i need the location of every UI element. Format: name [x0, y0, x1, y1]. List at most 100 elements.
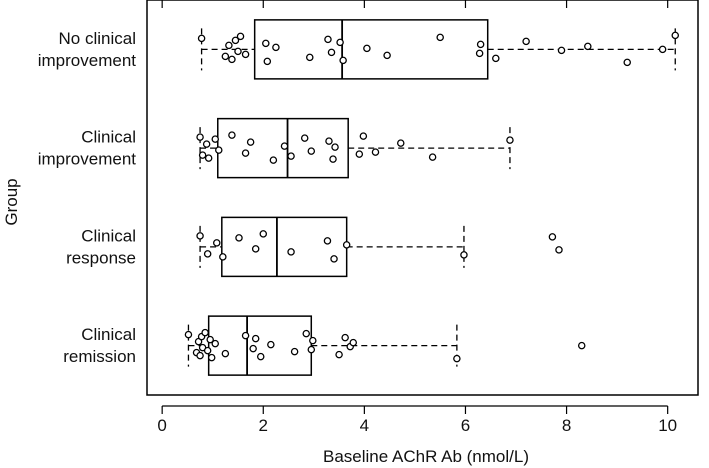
data-point: [290, 347, 299, 356]
data-point: [235, 234, 243, 242]
data-point: [325, 137, 333, 145]
data-point: [231, 36, 240, 45]
data-point: [251, 245, 260, 253]
data-point: [397, 139, 405, 147]
data-point: [219, 253, 227, 261]
category-label-2: Clinical response: [66, 226, 136, 267]
x-axis-title: Baseline AChR Ab (nmol/L): [323, 447, 529, 466]
data-point: [342, 241, 351, 249]
x-tick-label-4: 4: [360, 416, 369, 435]
plot-frame: [146, 0, 699, 396]
data-point: [428, 153, 437, 161]
data-point: [241, 149, 250, 157]
data-point: [557, 46, 566, 55]
data-point: [306, 53, 314, 62]
data-point: [307, 345, 316, 354]
data-point: [262, 39, 270, 48]
data-point: [475, 49, 484, 58]
data-point: [548, 233, 557, 241]
data-point: [203, 250, 212, 258]
data-point: [269, 156, 278, 164]
data-point: [522, 37, 530, 46]
x-axis: 0 2 4 6 8 10: [157, 405, 677, 435]
data-point: [246, 138, 255, 146]
y-axis-title: Group: [2, 178, 21, 225]
group-3: [184, 315, 586, 376]
data-point: [213, 239, 221, 247]
data-point: [302, 329, 310, 338]
data-point: [359, 132, 368, 140]
data-point: [202, 140, 211, 148]
data-point: [201, 328, 209, 337]
data-point: [287, 248, 295, 256]
data-point: [287, 152, 295, 160]
category-label-line: Clinical: [81, 325, 136, 344]
data-point: [339, 56, 347, 65]
data-point: [300, 134, 309, 142]
data-point: [623, 58, 631, 67]
data-point: [196, 133, 204, 141]
category-label-line: remission: [63, 347, 136, 366]
data-point: [228, 131, 236, 139]
data-point: [272, 43, 280, 52]
category-label-line: Clinical: [81, 226, 136, 245]
group-1: [196, 117, 514, 179]
top-ticks: [161, 0, 669, 8]
data-point: [184, 330, 193, 339]
data-point: [241, 331, 250, 340]
data-point: [236, 32, 245, 41]
data-point: [196, 232, 204, 240]
data-point: [211, 339, 219, 348]
data-point: [476, 40, 485, 49]
data-point: [221, 52, 230, 61]
data-point: [577, 341, 586, 350]
category-labels: No clinical improvement Clinical improvemen…: [38, 29, 137, 366]
data-point: [196, 351, 204, 360]
data-point: [329, 155, 337, 163]
data-point: [371, 148, 380, 156]
category-label-line: Clinical: [81, 128, 136, 147]
data-point: [363, 44, 371, 53]
data-point: [259, 230, 268, 238]
data-point: [207, 353, 216, 362]
data-point: [267, 340, 275, 349]
category-label-line: No clinical: [59, 29, 136, 48]
data-point: [555, 246, 563, 254]
data-point: [206, 335, 214, 344]
data-point: [256, 352, 265, 361]
category-label-1: Clinical improvement: [38, 128, 137, 169]
data-point: [241, 50, 250, 59]
data-point: [211, 135, 219, 143]
data-point: [492, 54, 500, 63]
data-point: [355, 150, 364, 158]
data-point: [249, 344, 257, 353]
group-2: [196, 216, 563, 278]
data-point: [198, 151, 207, 159]
box-groups: [184, 19, 680, 376]
data-point: [331, 143, 339, 151]
data-point: [349, 338, 357, 347]
data-point: [336, 38, 344, 47]
data-point: [453, 354, 461, 363]
iqr-box: [253, 19, 489, 80]
data-point: [506, 136, 514, 144]
data-point: [280, 142, 289, 150]
data-point: [327, 48, 336, 57]
x-tick-label-0: 0: [157, 416, 166, 435]
data-point: [203, 346, 212, 355]
data-point: [460, 251, 468, 259]
data-point: [309, 336, 317, 345]
data-point: [383, 51, 391, 60]
x-tick-label-2: 2: [259, 416, 268, 435]
data-point: [263, 57, 272, 66]
data-point: [234, 47, 242, 56]
iqr-box: [207, 315, 313, 376]
x-tick-label-8: 8: [562, 416, 571, 435]
x-tick-label-10: 10: [658, 416, 677, 435]
data-point: [197, 34, 206, 43]
data-point: [671, 31, 680, 40]
data-point: [307, 147, 316, 155]
data-point: [436, 33, 444, 42]
data-point: [225, 41, 233, 50]
category-label-line: response: [66, 248, 136, 267]
